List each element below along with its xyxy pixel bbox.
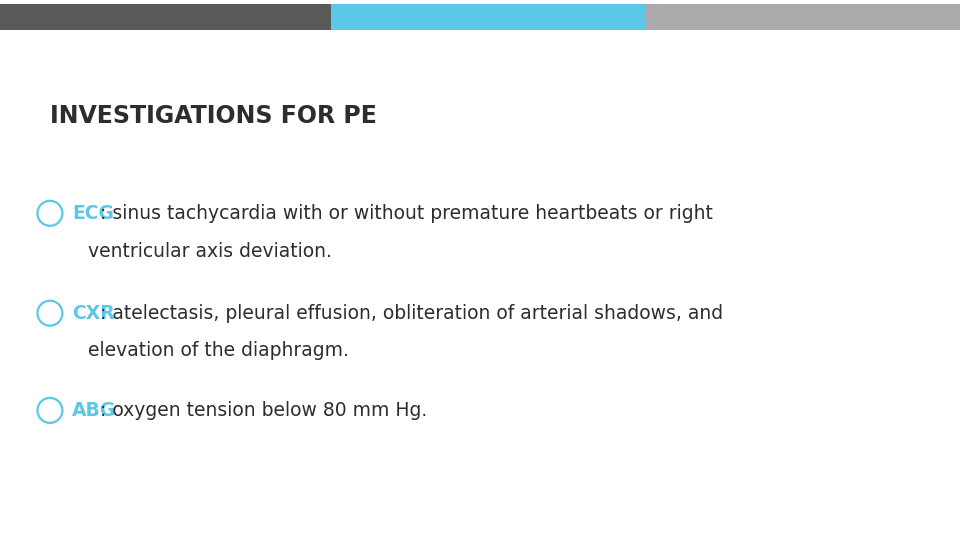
Text: elevation of the diaphragm.: elevation of the diaphragm. bbox=[88, 341, 349, 361]
Bar bbox=[331, 4, 646, 30]
Bar bbox=[0, 4, 331, 30]
Text: : oxygen tension below 80 mm Hg.: : oxygen tension below 80 mm Hg. bbox=[101, 401, 428, 420]
Text: ABG: ABG bbox=[72, 401, 116, 420]
Text: CXR: CXR bbox=[72, 303, 115, 323]
Text: ventricular axis deviation.: ventricular axis deviation. bbox=[88, 241, 332, 261]
Text: INVESTIGATIONS FOR PE: INVESTIGATIONS FOR PE bbox=[50, 104, 376, 128]
Text: ECG: ECG bbox=[72, 204, 114, 223]
Bar bbox=[646, 4, 960, 30]
Text: : atelectasis, pleural effusion, obliteration of arterial shadows, and: : atelectasis, pleural effusion, obliter… bbox=[101, 303, 724, 323]
Text: : sinus tachycardia with or without premature heartbeats or right: : sinus tachycardia with or without prem… bbox=[101, 204, 713, 223]
